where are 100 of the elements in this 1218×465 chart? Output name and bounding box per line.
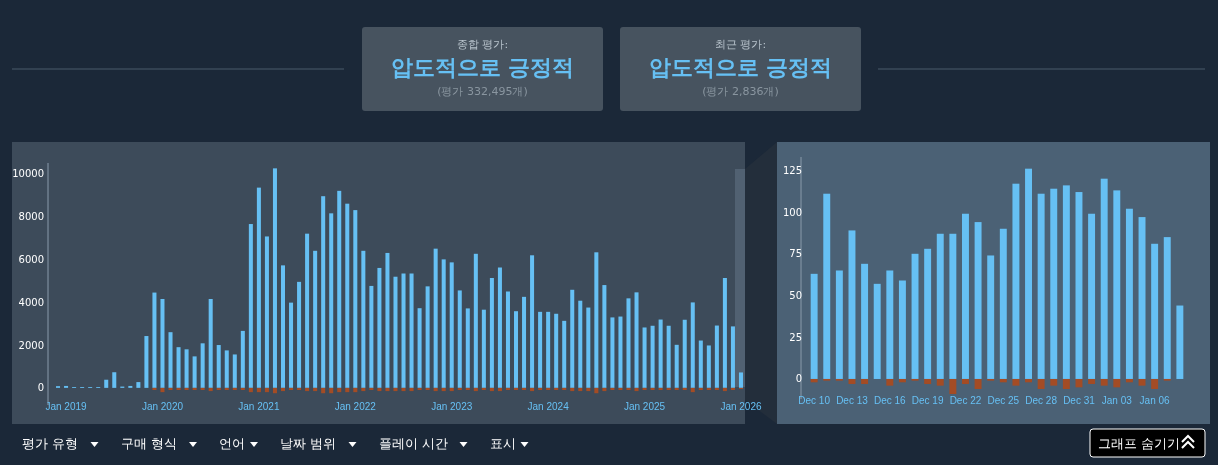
x-tick-label: Jan 2020	[141, 401, 184, 412]
bar	[337, 387, 342, 393]
bar	[505, 291, 510, 388]
bar	[1025, 168, 1032, 379]
bar	[706, 345, 711, 388]
x-tick-label: Dec 16	[873, 395, 907, 406]
bar	[176, 347, 181, 388]
bar	[208, 298, 213, 388]
bar	[626, 298, 631, 388]
bar	[409, 387, 414, 392]
bar	[152, 292, 157, 388]
y-tick-label: 4000	[18, 296, 44, 308]
bar	[353, 210, 358, 388]
bar	[722, 278, 727, 388]
bar	[232, 354, 237, 388]
bar	[586, 307, 591, 388]
bar	[714, 325, 719, 388]
bar	[465, 308, 470, 388]
bar	[409, 273, 414, 388]
bar	[297, 281, 302, 388]
bar	[393, 276, 398, 388]
bar	[610, 317, 615, 388]
bar	[280, 265, 286, 388]
bar	[200, 343, 205, 388]
bar	[353, 387, 358, 393]
bar	[810, 273, 818, 379]
bar	[489, 278, 494, 388]
bar	[1088, 378, 1096, 384]
y-tick-label: 25	[789, 331, 802, 343]
bar	[578, 300, 583, 388]
bar	[433, 387, 438, 392]
bar	[949, 378, 957, 394]
bar	[936, 378, 944, 386]
x-tick-label: Dec 22	[949, 395, 982, 406]
bar	[1113, 378, 1121, 388]
x-tick-label: Jan 2025	[623, 401, 666, 412]
bar	[481, 309, 486, 388]
y-tick-label: 0	[37, 382, 44, 394]
x-tick-label: Dec 25	[987, 395, 1020, 406]
bar	[586, 387, 591, 392]
y-tick-label: 100	[782, 206, 802, 218]
bar	[192, 356, 197, 388]
bar	[962, 213, 969, 379]
bar	[417, 308, 422, 388]
bar	[936, 233, 944, 379]
bar	[886, 378, 894, 386]
bar	[289, 302, 294, 388]
bar	[385, 252, 390, 388]
bar	[1113, 190, 1121, 379]
bar	[329, 213, 334, 388]
text: 언어	[219, 436, 245, 451]
bar	[949, 233, 957, 379]
bar	[674, 344, 679, 388]
x-tick-label: Jan 2021	[238, 401, 280, 412]
bar	[570, 387, 575, 392]
text: 구매 형식	[120, 436, 177, 451]
bar	[1176, 305, 1184, 379]
bar	[248, 387, 253, 393]
bar	[208, 387, 213, 392]
bar	[264, 236, 269, 388]
bar	[530, 255, 535, 388]
bar	[618, 316, 623, 388]
bar	[280, 387, 286, 392]
bar	[578, 387, 583, 392]
bar	[345, 203, 350, 388]
bar	[256, 387, 261, 393]
bar	[1037, 193, 1045, 379]
bar	[112, 372, 117, 388]
bar	[642, 327, 647, 388]
bar	[345, 387, 350, 393]
bar	[425, 286, 430, 388]
bar	[562, 320, 567, 388]
bar	[1012, 183, 1020, 379]
text: 압도적으로 긍정적	[390, 55, 575, 80]
x-tick-label: Jan 03	[1101, 395, 1133, 406]
bar	[224, 350, 229, 388]
bar	[256, 187, 261, 388]
bar	[104, 379, 109, 388]
bar	[1088, 213, 1096, 379]
bar	[305, 387, 310, 392]
bar	[1012, 378, 1020, 386]
bar	[1062, 378, 1070, 389]
bar	[898, 378, 906, 383]
bar	[658, 319, 663, 388]
x-tick-label: Dec 31	[1063, 395, 1096, 406]
x-tick-label: Dec 19	[911, 395, 944, 406]
bar	[1163, 237, 1171, 379]
bar	[861, 263, 869, 379]
bar	[240, 330, 245, 388]
bar	[337, 190, 342, 388]
bar	[441, 387, 446, 392]
text: 평가 유형	[22, 436, 79, 451]
bar	[530, 387, 535, 392]
y-tick-label: 2000	[18, 339, 44, 351]
bar	[1037, 378, 1045, 389]
bar	[457, 290, 462, 388]
bar	[1138, 378, 1146, 386]
bar	[216, 345, 221, 388]
bar	[449, 262, 454, 388]
bar	[682, 319, 687, 388]
